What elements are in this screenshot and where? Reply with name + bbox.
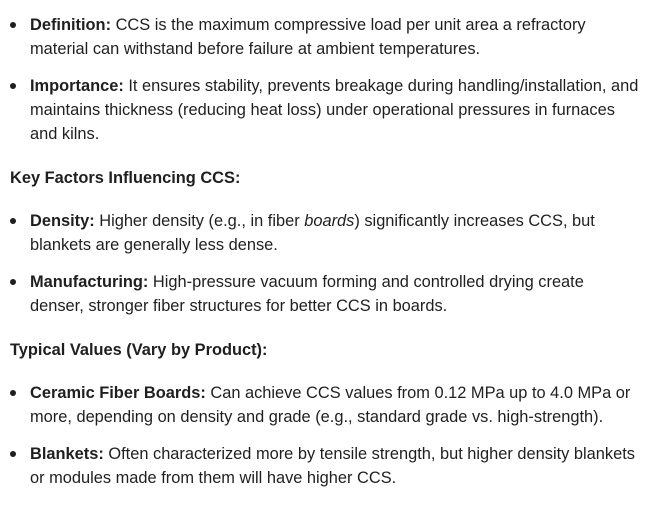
item-text: CCS is the maximum compressive load per …: [30, 16, 586, 58]
bullet-icon: [10, 390, 16, 396]
item-label: Importance:: [30, 77, 124, 95]
section-heading-values: Typical Values (Vary by Product):: [10, 341, 268, 359]
list-item-density: Density: Higher density (e.g., in fiber …: [0, 209, 642, 257]
item-text: It ensures stability, prevents breakage …: [30, 77, 639, 143]
intro-list: Definition: CCS is the maximum compressi…: [0, 13, 660, 146]
item-emphasis: boards: [304, 212, 355, 230]
item-label: Definition:: [30, 16, 112, 34]
item-text: ) significantly increases CCS, but blank…: [30, 212, 595, 254]
item-text: Often characterized more by tensile stre…: [30, 445, 635, 487]
values-list: Ceramic Fiber Boards: Can achieve CCS va…: [0, 381, 660, 490]
item-label: Density:: [30, 212, 95, 230]
bullet-icon: [10, 451, 16, 457]
item-label: Blankets:: [30, 445, 104, 463]
factors-list: Density: Higher density (e.g., in fiber …: [0, 209, 660, 318]
bullet-icon: [10, 218, 16, 224]
item-label: Manufacturing:: [30, 273, 149, 291]
list-item-blankets: Blankets: Often characterized more by te…: [0, 442, 642, 490]
list-item-ceramic-fiber-boards: Ceramic Fiber Boards: Can achieve CCS va…: [0, 381, 642, 429]
list-item-manufacturing: Manufacturing: High-pressure vacuum form…: [0, 270, 642, 318]
list-item-definition: Definition: CCS is the maximum compressi…: [0, 13, 642, 61]
item-label: Ceramic Fiber Boards:: [30, 384, 206, 402]
bullet-icon: [10, 83, 16, 89]
section-heading-factors: Key Factors Influencing CCS:: [10, 169, 241, 187]
item-text: Can achieve CCS values from 0.12 MPa up …: [30, 384, 631, 426]
bullet-icon: [10, 22, 16, 28]
bullet-icon: [10, 279, 16, 285]
document: Definition: CCS is the maximum compressi…: [0, 13, 660, 490]
list-item-importance: Importance: It ensures stability, preven…: [0, 74, 642, 146]
item-text: High-pressure vacuum forming and control…: [30, 273, 584, 315]
item-text: Higher density (e.g., in fiber: [94, 212, 305, 230]
